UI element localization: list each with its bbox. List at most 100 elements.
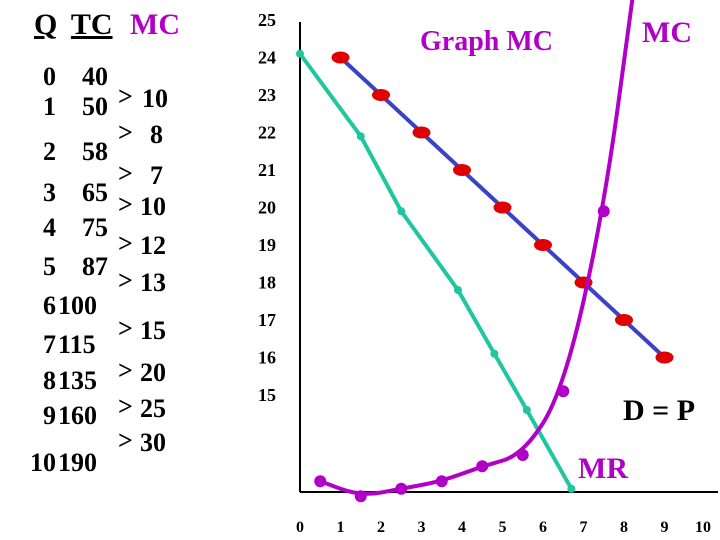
table-tc-7: 115 <box>58 330 96 359</box>
table-tc-6: 100 <box>58 291 97 320</box>
y-tick-label: 19 <box>258 235 276 255</box>
y-axis-ticks: 25 24 23 22 21 20 19 18 17 16 15 <box>258 10 276 405</box>
y-tick-label: 15 <box>258 385 276 405</box>
data-point <box>522 406 531 414</box>
table-mc-8: 25 <box>140 394 166 423</box>
series-layer <box>296 0 674 503</box>
data-point <box>597 205 610 218</box>
data-point <box>356 132 365 141</box>
table-header: Q TC MC <box>34 8 180 42</box>
table-mc-2: 7 <box>150 161 163 190</box>
table-tc-2: 58 <box>82 137 108 166</box>
x-tick-label: 10 <box>695 519 711 536</box>
y-tick-label: 17 <box>258 310 276 330</box>
mc-arrow: > <box>118 118 133 147</box>
data-point <box>354 490 367 503</box>
y-tick-label: 16 <box>258 348 276 368</box>
demand-price-label: D = P <box>623 394 695 427</box>
table-tc-10: 190 <box>58 448 97 477</box>
data-point <box>397 207 406 216</box>
data-point <box>516 449 529 461</box>
table-q-5: 5 <box>43 252 56 281</box>
table-q-1: 1 <box>43 92 56 121</box>
x-tick-label: 1 <box>337 519 345 536</box>
mc-arrow: > <box>118 190 133 219</box>
x-tick-label: 7 <box>580 519 588 536</box>
data-point <box>615 314 633 326</box>
mc-arrow: > <box>118 266 133 295</box>
chart-title: Graph MC <box>420 26 553 57</box>
table-q-10: 10 <box>30 448 56 477</box>
data-point <box>395 482 408 495</box>
data-point <box>453 286 462 294</box>
x-tick-label: 2 <box>377 519 385 536</box>
table-tc-0: 40 <box>82 62 108 91</box>
table-mc-1: 8 <box>150 120 163 149</box>
data-point <box>435 475 448 488</box>
mc-arrow: > <box>118 314 133 343</box>
data-point <box>372 89 390 101</box>
table-mc-7: 20 <box>140 358 166 387</box>
table-tc-1: 50 <box>82 92 108 121</box>
table-mc-9: 30 <box>140 428 166 457</box>
data-point <box>412 126 431 139</box>
table-mc-3: 10 <box>140 192 166 221</box>
data-point <box>490 349 499 358</box>
table-tc-4: 75 <box>82 213 108 242</box>
table-mc-0: 10 <box>142 84 168 113</box>
data-point <box>331 51 350 64</box>
table-tc-3: 65 <box>82 178 108 207</box>
mc-arrow: > <box>118 356 133 385</box>
table-tc-5: 87 <box>82 252 108 281</box>
mc-arrow: > <box>118 229 133 258</box>
data-point <box>493 201 512 214</box>
data-point <box>655 351 674 364</box>
mc-curve-label: MC <box>642 16 692 49</box>
y-tick-label: 25 <box>258 10 276 30</box>
table-mc-5: 13 <box>140 268 166 297</box>
table-q-0: 0 <box>43 62 56 91</box>
table-q-8: 8 <box>43 366 56 395</box>
table-q-4: 4 <box>43 213 56 242</box>
x-tick-label: 6 <box>539 519 547 536</box>
series-line-mc <box>319 0 635 496</box>
mc-header: MC <box>130 8 181 41</box>
data-point <box>296 49 304 58</box>
x-tick-label: 8 <box>620 519 628 536</box>
mc-arrow: > <box>118 392 133 421</box>
mc-arrow: > <box>118 159 133 188</box>
data-point <box>476 460 489 473</box>
x-tick-label: 9 <box>661 519 669 536</box>
y-tick-label: 21 <box>258 160 276 180</box>
data-point <box>557 385 570 398</box>
table-mc-4: 12 <box>140 231 166 260</box>
table-q-7: 7 <box>43 330 56 359</box>
y-tick-label: 22 <box>258 123 276 143</box>
table-q-6: 6 <box>43 291 56 320</box>
table-tc-9: 160 <box>58 401 97 430</box>
mr-curve-label: MR <box>578 452 628 485</box>
y-tick-label: 20 <box>258 198 276 218</box>
data-point <box>314 475 327 488</box>
x-tick-label: 0 <box>296 519 304 536</box>
y-tick-label: 24 <box>258 48 276 68</box>
x-tick-label: 3 <box>418 519 426 536</box>
data-point <box>567 484 576 493</box>
y-tick-label: 23 <box>258 85 276 105</box>
mc-arrow: > <box>118 426 133 455</box>
table-q-3: 3 <box>43 178 56 207</box>
tc-header: TC <box>70 8 113 41</box>
mc-arrow: > <box>118 82 133 111</box>
series-line-mr <box>298 52 574 490</box>
table-q-9: 9 <box>43 401 56 430</box>
table-q-2: 2 <box>43 137 56 166</box>
q-header: Q <box>34 8 58 41</box>
x-tick-label: 5 <box>499 519 507 536</box>
y-tick-label: 18 <box>258 273 276 293</box>
x-axis-ticks: 0 1 2 3 4 5 6 7 8 9 10 <box>296 519 711 536</box>
x-tick-label: 4 <box>458 519 466 536</box>
data-point <box>534 239 552 251</box>
data-point <box>453 164 471 176</box>
table-tc-8: 135 <box>58 366 97 395</box>
